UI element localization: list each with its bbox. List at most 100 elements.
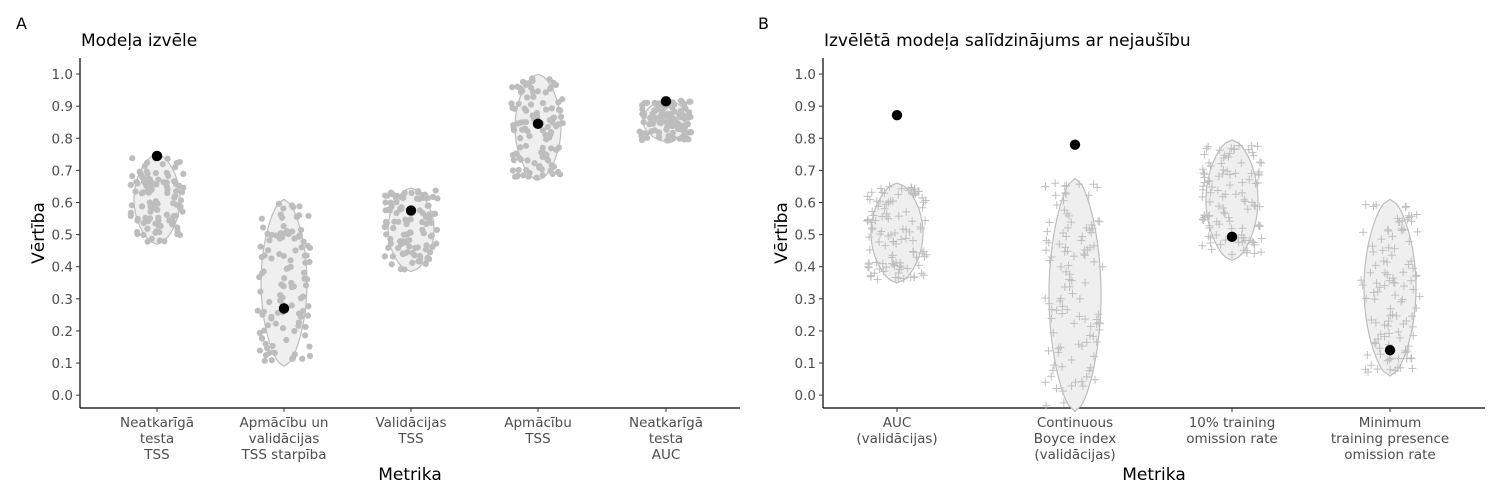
candidate-model-point (129, 155, 136, 162)
candidate-model-point (148, 235, 155, 242)
null-model-point (1238, 224, 1247, 233)
null-model-point (1370, 295, 1379, 304)
candidate-model-point (423, 220, 430, 228)
x-tick-label: Minimum (1359, 415, 1422, 431)
candidate-model-point (555, 144, 562, 151)
null-model-point (1385, 355, 1394, 364)
null-model-point (1225, 217, 1234, 226)
null-model-point (1396, 363, 1405, 372)
null-model-point (876, 197, 885, 206)
null-model-point (918, 203, 927, 212)
null-model-point (1055, 297, 1064, 306)
candidate-model-point (660, 113, 668, 120)
null-model-point (1215, 220, 1224, 229)
null-model-point (1384, 317, 1393, 326)
null-model-point (1364, 368, 1373, 377)
candidate-model-point (257, 288, 264, 295)
candidate-model-point (144, 225, 151, 232)
null-model-point (1199, 169, 1208, 178)
candidate-model-point (128, 202, 135, 209)
candidate-model-point (256, 274, 263, 281)
null-model-point (906, 273, 915, 282)
candidate-model-point (524, 157, 531, 164)
x-tick-label: omission rate (1186, 431, 1278, 447)
candidate-model-point (674, 125, 681, 132)
null-model-point (1094, 310, 1103, 319)
candidate-model-point (306, 258, 313, 266)
y-tick-label: 0.6 (795, 195, 816, 211)
candidate-model-point (257, 243, 264, 250)
null-model-point (865, 195, 874, 204)
null-model-point (1375, 344, 1384, 353)
null-model-point (909, 248, 918, 257)
null-model-point (1383, 258, 1392, 267)
candidate-model-point (159, 161, 166, 168)
x-tick-label: validācijas (249, 431, 320, 447)
candidate-model-point (429, 243, 436, 251)
candidate-model-point (517, 135, 524, 142)
candidate-model-point (264, 322, 272, 329)
null-model-point (867, 188, 876, 197)
y-tick-label: 0.5 (795, 228, 816, 244)
candidate-model-point (144, 170, 151, 177)
null-model-point (881, 241, 890, 250)
candidate-model-point (150, 180, 158, 188)
null-model-point (1395, 217, 1404, 226)
null-model-point (1380, 320, 1389, 329)
candidate-model-point (515, 100, 522, 108)
candidate-model-point (297, 226, 305, 234)
x-tick-label: (validācijas) (1034, 447, 1115, 463)
null-model-point (1386, 304, 1395, 313)
candidate-model-point (396, 238, 404, 245)
selected-model-point (405, 205, 417, 216)
candidate-model-point (509, 167, 516, 174)
null-model-point (1404, 260, 1413, 269)
null-model-point (1409, 331, 1418, 340)
candidate-model-point (524, 128, 531, 135)
candidate-model-point (433, 226, 441, 234)
null-model-point (894, 212, 903, 221)
null-model-point (1086, 322, 1095, 331)
null-model-point (907, 184, 916, 193)
null-model-point (1224, 213, 1233, 222)
null-model-point (901, 234, 910, 243)
candidate-model-point (681, 115, 688, 122)
candidate-model-point (129, 172, 136, 180)
candidate-model-point (299, 355, 306, 362)
x-tick-label: Apmācību (504, 415, 572, 431)
candidate-model-point (648, 118, 655, 125)
null-model-point (1077, 236, 1086, 245)
candidate-model-point (295, 212, 303, 219)
candidate-model-point (550, 79, 557, 86)
null-model-point (1383, 270, 1392, 279)
candidate-model-point (524, 94, 531, 101)
null-model-point (1052, 306, 1061, 315)
null-model-point (1367, 361, 1376, 370)
null-model-point (1058, 387, 1067, 396)
candidate-model-point (419, 210, 426, 217)
candidate-model-point (144, 188, 151, 195)
null-model-point (1078, 382, 1087, 391)
null-model-point (1397, 297, 1406, 306)
null-model-point (1094, 216, 1103, 225)
candidate-model-point (397, 266, 404, 273)
null-model-point (1395, 333, 1404, 342)
candidate-model-point (412, 244, 419, 252)
null-model-point (1383, 356, 1392, 365)
null-model-point (919, 198, 928, 207)
null-model-point (1052, 201, 1061, 210)
null-model-point (1087, 220, 1096, 229)
candidate-model-point (127, 209, 135, 216)
candidate-model-point (258, 215, 265, 222)
candidate-model-point (426, 211, 433, 218)
x-tick-label: Validācijas (375, 415, 446, 431)
candidate-model-point (160, 179, 167, 186)
null-model-point (1042, 236, 1051, 245)
candidate-model-point (539, 99, 547, 107)
null-model-point (1063, 305, 1072, 314)
y-tick-label: 0.1 (52, 356, 73, 372)
null-model-point (864, 262, 873, 271)
null-model-point (1089, 241, 1098, 250)
null-model-point (1357, 276, 1366, 285)
